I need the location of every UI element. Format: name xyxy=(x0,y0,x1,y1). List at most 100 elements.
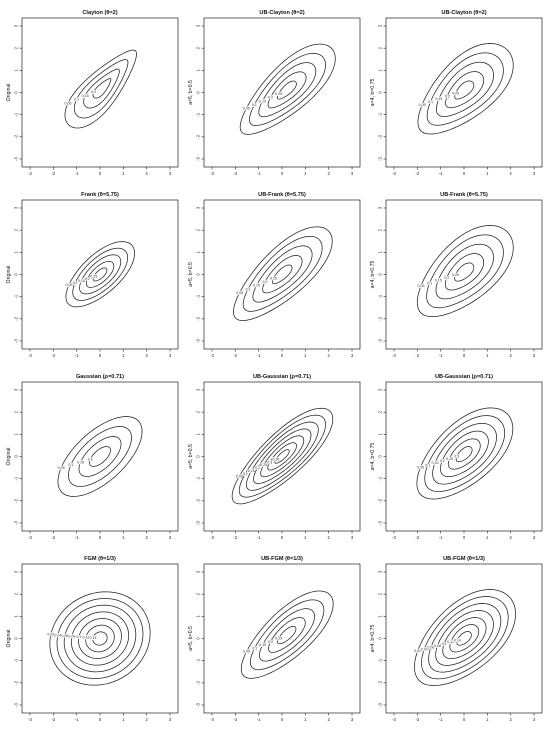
panel-title: UB-Clayton (θ=2) xyxy=(441,10,486,16)
contour-level-label: 0.2 xyxy=(263,280,268,284)
y-tick-label: -2 xyxy=(14,680,19,684)
contour-level-label: 0.15 xyxy=(253,284,260,288)
contour-line xyxy=(271,264,293,285)
x-tick-label: 3 xyxy=(533,535,536,540)
contour-line xyxy=(424,415,506,492)
y-axis-label: a=5, b=0.5 xyxy=(188,80,194,105)
contour-level-label: 0.25 xyxy=(275,637,282,641)
contour-line xyxy=(262,255,303,294)
contour-level-label: 0.06 xyxy=(427,646,434,650)
contour-line xyxy=(63,604,137,673)
contour-line xyxy=(454,80,475,100)
x-tick-label: 1 xyxy=(486,535,489,540)
y-tick-label: 3 xyxy=(378,206,383,209)
x-tick-label: -1 xyxy=(439,171,443,176)
contour-line xyxy=(435,610,494,666)
y-tick-label: -3 xyxy=(196,702,201,706)
contour-level-label: 0.25 xyxy=(270,276,277,280)
y-tick-label: 1 xyxy=(14,251,19,254)
contour-line xyxy=(267,71,307,109)
contour-line xyxy=(428,603,502,673)
y-tick-label: -3 xyxy=(378,156,383,160)
contour-line xyxy=(447,438,481,470)
y-tick-label: -3 xyxy=(378,702,383,706)
contour-line xyxy=(421,596,509,680)
contour-level-label: 0.05 xyxy=(419,103,426,107)
panel-title: FGM (θ=1/3) xyxy=(84,556,116,562)
y-tick-label: -2 xyxy=(378,316,383,320)
contour-line xyxy=(85,624,115,653)
x-tick-label: 3 xyxy=(533,717,536,722)
y-tick-label: -2 xyxy=(196,134,201,138)
x-tick-label: -3 xyxy=(210,535,214,540)
x-tick-label: 2 xyxy=(327,535,330,540)
contour-level-label: 0.25 xyxy=(90,275,97,279)
contour-line xyxy=(249,52,326,126)
contour-level-label: 0.04 xyxy=(421,647,428,651)
y-tick-label: -1 xyxy=(14,658,19,662)
contour-line xyxy=(242,235,323,312)
plot-frame xyxy=(21,381,179,532)
y-tick-label: -1 xyxy=(196,476,201,480)
contour-line xyxy=(240,590,334,679)
x-tick-label: -1 xyxy=(75,535,79,540)
contour-level-label: 0.14 xyxy=(454,638,461,642)
y-tick-label: 1 xyxy=(196,69,201,72)
x-tick-label: 2 xyxy=(509,535,512,540)
y-tick-label: -1 xyxy=(14,476,19,480)
panel-8: UB-Gaussian (ρ=0.71) a=5, b=0.5 -3 -2 -1 0 1 2 3… xyxy=(188,374,361,540)
contour-level-label: 0.1 xyxy=(73,281,78,285)
contour-level-label: 0.12 xyxy=(82,636,89,640)
x-tick-label: 3 xyxy=(351,535,354,540)
y-tick-label: 3 xyxy=(378,24,383,27)
y-tick-label: 1 xyxy=(378,251,383,254)
x-tick-label: -1 xyxy=(257,535,261,540)
contour-line xyxy=(276,80,297,100)
contour-level-label: 0.1 xyxy=(243,472,248,476)
x-tick-label: -1 xyxy=(257,353,261,358)
y-tick-label: 2 xyxy=(378,46,383,49)
y-tick-label: 3 xyxy=(14,206,19,209)
panel-7: Gaussian (ρ=0.71) Original -3 -2 -1 0 1 2 3 -3 -2 -… xyxy=(6,374,179,540)
x-tick-label: 3 xyxy=(169,353,172,358)
plot-frame xyxy=(385,381,543,532)
contour-line xyxy=(65,241,135,308)
x-tick-label: 0 xyxy=(463,353,466,358)
contour-line xyxy=(445,71,485,109)
contour-level-label: 0.3 xyxy=(454,455,459,459)
contour-line xyxy=(78,436,122,477)
y-tick-label: 2 xyxy=(196,410,201,413)
contour-line xyxy=(72,247,129,301)
x-tick-label: 1 xyxy=(304,171,307,176)
x-tick-label: 0 xyxy=(463,717,466,722)
x-tick-label: -3 xyxy=(210,171,214,176)
contour-line xyxy=(268,617,306,653)
y-tick-label: 1 xyxy=(378,433,383,436)
x-tick-label: 2 xyxy=(145,171,148,176)
y-tick-label: -3 xyxy=(196,520,201,524)
y-tick-label: 0 xyxy=(14,637,19,640)
y-tick-label: 0 xyxy=(196,273,201,276)
x-tick-label: -2 xyxy=(51,353,55,358)
x-tick-label: 2 xyxy=(509,717,512,722)
y-tick-label: 1 xyxy=(378,69,383,72)
x-tick-label: -2 xyxy=(415,171,419,176)
panel-title: UB-Frank (θ=5.75) xyxy=(440,192,488,198)
y-tick-label: 3 xyxy=(196,24,201,27)
contour-level-label: 0.15 xyxy=(431,461,438,465)
contour-level-label: 0.15 xyxy=(77,460,84,464)
x-tick-label: -1 xyxy=(257,171,261,176)
y-tick-label: -1 xyxy=(196,294,201,298)
contour-level-label: 0.12 xyxy=(447,640,454,644)
contour-level-label: 0.1 xyxy=(74,98,79,102)
panel-title: UB-FGM (θ=1/3) xyxy=(261,556,303,562)
panel-title: UB-Frank (θ=5.75) xyxy=(258,192,306,198)
contour-level-label: 0.04 xyxy=(54,633,61,637)
y-tick-label: 0 xyxy=(196,455,201,458)
contour-level-label: 0.15 xyxy=(435,97,442,101)
contour-level-label: 0.05 xyxy=(66,283,73,287)
contour-line xyxy=(238,414,326,498)
y-axis-label: Original xyxy=(6,630,12,648)
y-tick-label: 2 xyxy=(14,410,19,413)
x-tick-label: -3 xyxy=(210,717,214,722)
